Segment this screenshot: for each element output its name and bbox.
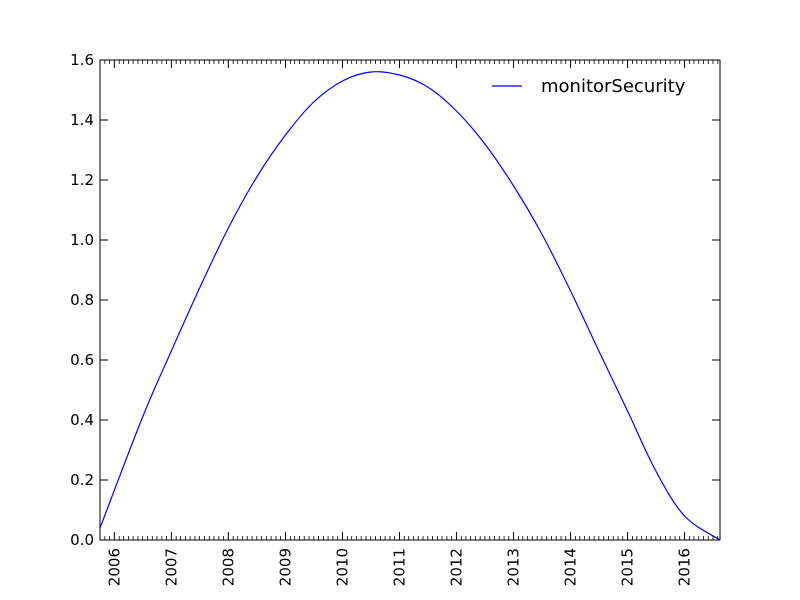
x-tick-labels: 2006 2007 2008 2009 2010 2011 2012 2013 2014 2015… — [105, 548, 693, 586]
x-tick-label: 2006 — [105, 548, 123, 586]
tick-layer — [99, 59, 720, 541]
x-tick-label: 2015 — [619, 548, 637, 586]
x-tick-label: 2014 — [562, 548, 580, 586]
x-tick-label: 2009 — [276, 548, 294, 586]
series-line-0 — [99, 71, 721, 541]
y-tick-label: 1.2 — [70, 171, 94, 189]
y-tick-label: 1.0 — [70, 231, 94, 249]
y-tick-label: 0.2 — [70, 471, 94, 489]
y-tick-labels: 0.0 0.2 0.4 0.6 0.8 1.0 1.2 1.4 1.6 — [70, 51, 94, 549]
series-layer — [99, 71, 721, 541]
x-tick-label: 2012 — [447, 548, 465, 586]
y-tick-label: 1.4 — [70, 111, 94, 129]
x-tick-label: 2007 — [162, 548, 180, 586]
x-tick-label: 2011 — [390, 548, 408, 586]
x-tick-label: 2013 — [505, 548, 523, 586]
legend: monitorSecurity — [492, 76, 686, 97]
plot-frame — [99, 59, 721, 541]
x-tick-label: 2016 — [676, 548, 694, 586]
y-tick-label: 1.6 — [70, 51, 94, 69]
y-tick-label: 0.6 — [70, 351, 94, 369]
y-tick-label: 0.4 — [70, 411, 94, 429]
legend-label: monitorSecurity — [541, 76, 686, 97]
y-tick-label: 0.0 — [70, 531, 94, 549]
x-tick-label: 2010 — [333, 548, 351, 586]
x-tick-label: 2008 — [219, 548, 237, 586]
y-tick-label: 0.8 — [70, 291, 94, 309]
